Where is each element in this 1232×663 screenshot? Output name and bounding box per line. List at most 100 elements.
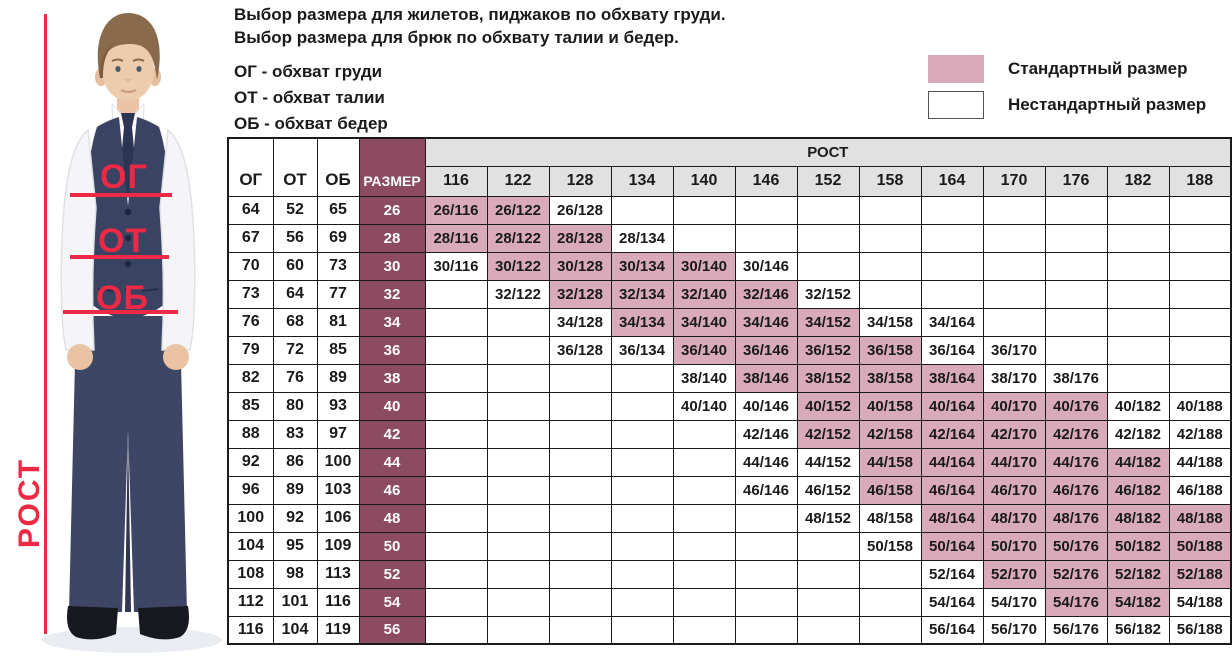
standard-size-swatch <box>928 55 984 83</box>
empty-cell-54-134 <box>610 587 674 617</box>
combo-cell-44-152: 44/152 <box>796 447 860 477</box>
empty-cell-42-134 <box>610 419 674 449</box>
combo-cell-48-170: 48/170 <box>982 503 1046 533</box>
empty-cell-46-116 <box>424 475 488 505</box>
empty-cell-40-116 <box>424 391 488 421</box>
combo-cell-46-158: 46/158 <box>858 475 922 505</box>
empty-cell-50-140 <box>672 531 736 561</box>
hips-value: 116 <box>316 587 360 617</box>
chest-value: 76 <box>227 307 274 337</box>
empty-cell-50-146 <box>734 531 798 561</box>
col-header-height-170: 170 <box>982 165 1046 197</box>
empty-cell-26-182 <box>1106 195 1170 225</box>
size-value: 28 <box>358 223 426 253</box>
combo-cell-42-182: 42/182 <box>1106 419 1170 449</box>
empty-cell-42-128 <box>548 419 612 449</box>
empty-cell-26-146 <box>734 195 798 225</box>
combo-cell-28-122: 28/122 <box>486 223 550 253</box>
combo-cell-34-158: 34/158 <box>858 307 922 337</box>
empty-cell-38-188 <box>1168 363 1232 393</box>
empty-cell-52-134 <box>610 559 674 589</box>
combo-cell-44-164: 44/164 <box>920 447 984 477</box>
combo-cell-36-134: 36/134 <box>610 335 674 365</box>
combo-cell-38-164: 38/164 <box>920 363 984 393</box>
empty-cell-48-134 <box>610 503 674 533</box>
table-row-size-48: 100 92 106 48 48/152 48/158 48/164 48/170 48/176… <box>227 503 1232 533</box>
table-row-size-34: 76 68 81 34 34/128 34/134 34/140 34/146 34/152 34… <box>227 307 1232 337</box>
waist-value: 89 <box>272 475 318 505</box>
empty-cell-28-164 <box>920 223 984 253</box>
combo-cell-32-146: 32/146 <box>734 279 798 309</box>
combo-cell-54-164: 54/164 <box>920 587 984 617</box>
size-value: 34 <box>358 307 426 337</box>
combo-cell-40-164: 40/164 <box>920 391 984 421</box>
waist-value: 52 <box>272 195 318 225</box>
empty-cell-52-116 <box>424 559 488 589</box>
combo-cell-44-170: 44/170 <box>982 447 1046 477</box>
empty-cell-44-140 <box>672 447 736 477</box>
col-header-height-176: 176 <box>1044 165 1108 197</box>
table-row-size-36: 79 72 85 36 36/128 36/134 36/140 36/146 36/152 36… <box>227 335 1232 365</box>
size-value: 54 <box>358 587 426 617</box>
empty-cell-34-122 <box>486 307 550 337</box>
empty-cell-26-176 <box>1044 195 1108 225</box>
combo-cell-52-164: 52/164 <box>920 559 984 589</box>
empty-cell-32-116 <box>424 279 488 309</box>
empty-cell-30-188 <box>1168 251 1232 281</box>
empty-cell-42-116 <box>424 419 488 449</box>
empty-cell-50-152 <box>796 531 860 561</box>
combo-cell-50-164: 50/164 <box>920 531 984 561</box>
hips-value: 113 <box>316 559 360 589</box>
combo-cell-46-170: 46/170 <box>982 475 1046 505</box>
chest-value: 82 <box>227 363 274 393</box>
combo-cell-54-182: 54/182 <box>1106 587 1170 617</box>
empty-cell-26-134 <box>610 195 674 225</box>
col-header-height-122: 122 <box>486 165 550 197</box>
combo-cell-42-152: 42/152 <box>796 419 860 449</box>
waist-value: 68 <box>272 307 318 337</box>
combo-cell-34-152: 34/152 <box>796 307 860 337</box>
waist-measure-line <box>70 255 169 259</box>
empty-cell-52-128 <box>548 559 612 589</box>
table-row-size-40: 85 80 93 40 40/140 40/146 40/152 40/158 40/164 40… <box>227 391 1232 421</box>
combo-cell-42-188: 42/188 <box>1168 419 1232 449</box>
combo-cell-40-176: 40/176 <box>1044 391 1108 421</box>
table-row-size-44: 92 86 100 44 44/146 44/152 44/158 44/164 44/170 4… <box>227 447 1232 477</box>
waist-label: ОТ <box>98 222 148 260</box>
empty-cell-32-188 <box>1168 279 1232 309</box>
combo-cell-28-128: 28/128 <box>548 223 612 253</box>
combo-cell-32-134: 32/134 <box>610 279 674 309</box>
empty-cell-48-122 <box>486 503 550 533</box>
col-header-height-182: 182 <box>1106 165 1170 197</box>
empty-cell-50-128 <box>548 531 612 561</box>
hips-value: 69 <box>316 223 360 253</box>
waist-value: 98 <box>272 559 318 589</box>
combo-cell-56-182: 56/182 <box>1106 615 1170 645</box>
table-row-size-38: 82 76 89 38 38/140 38/146 38/152 38/158 38/164 38… <box>227 363 1232 393</box>
legend: Стандартный размер Нестандартный размер <box>928 55 1206 127</box>
empty-cell-44-134 <box>610 447 674 477</box>
table-row-size-30: 70 60 73 30 30/116 30/122 30/128 30/134 30/140 30… <box>227 251 1232 281</box>
combo-cell-30-128: 30/128 <box>548 251 612 281</box>
chest-value: 104 <box>227 531 274 561</box>
chest-value: 108 <box>227 559 274 589</box>
waist-value: 95 <box>272 531 318 561</box>
combo-cell-36-152: 36/152 <box>796 335 860 365</box>
col-header-height-158: 158 <box>858 165 922 197</box>
empty-cell-44-116 <box>424 447 488 477</box>
empty-cell-26-152 <box>796 195 860 225</box>
hips-value: 81 <box>316 307 360 337</box>
size-value: 42 <box>358 419 426 449</box>
empty-cell-30-176 <box>1044 251 1108 281</box>
size-value: 44 <box>358 447 426 477</box>
empty-cell-54-146 <box>734 587 798 617</box>
empty-cell-56-140 <box>672 615 736 645</box>
chest-measure-line <box>70 193 172 197</box>
combo-cell-32-128: 32/128 <box>548 279 612 309</box>
combo-cell-40-140: 40/140 <box>672 391 736 421</box>
abbrev-waist: ОТ - обхват талии <box>234 88 385 107</box>
empty-cell-34-116 <box>424 307 488 337</box>
empty-cell-34-170 <box>982 307 1046 337</box>
combo-cell-56-188: 56/188 <box>1168 615 1232 645</box>
chest-value: 73 <box>227 279 274 309</box>
